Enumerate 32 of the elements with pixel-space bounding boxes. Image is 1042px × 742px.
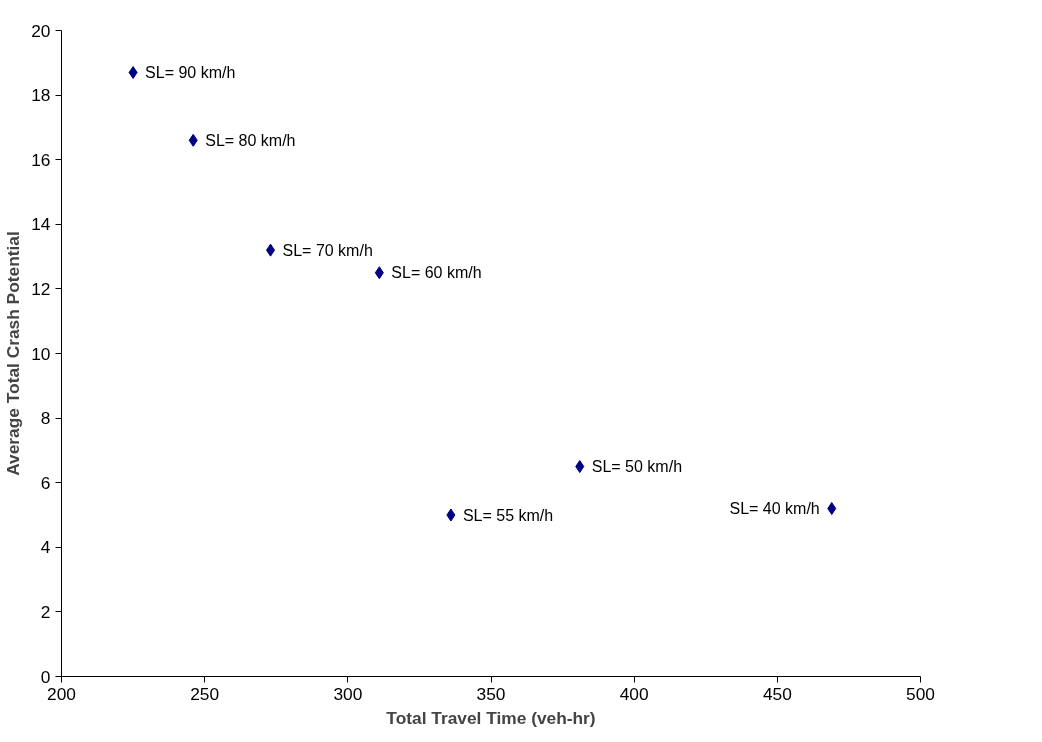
y-tick-label: 12 (31, 278, 51, 299)
point (446, 508, 456, 522)
annotation: SL= 70 km/h (282, 241, 373, 259)
annotation: SL= 80 km/h (205, 131, 296, 149)
y-tick-label: 18 (31, 85, 51, 106)
annotation: SL= 40 km/h (729, 500, 820, 518)
y-tick-label: 16 (31, 149, 51, 170)
point (827, 502, 837, 516)
point (266, 243, 276, 257)
annotation: SL= 50 km/h (591, 458, 683, 476)
y-tick-label: 14 (31, 214, 51, 235)
y-tick-label: 2 (40, 601, 51, 622)
y-tick-label: 20 (31, 20, 51, 41)
annotation: SL= 60 km/h (391, 264, 482, 282)
x-tick-label: 250 (190, 683, 220, 704)
point (188, 133, 198, 147)
x-tick-label: 400 (619, 683, 649, 704)
x-tick-label: 450 (762, 683, 792, 704)
x-tick-label: 500 (906, 683, 935, 704)
x-axis-title: Total Travel Time (veh-hr) (386, 707, 596, 728)
point (575, 460, 585, 474)
y-tick-label: 8 (40, 408, 51, 429)
x-tick-label: 300 (333, 683, 363, 704)
x-tick-label: 350 (476, 683, 506, 704)
annotation: SL= 90 km/h (145, 63, 236, 81)
annotation: SL= 55 km/h (462, 506, 554, 524)
point (374, 266, 384, 280)
point (128, 65, 138, 79)
y-axis-title: Average Total Crash Potential (3, 231, 24, 476)
y-tick-label: 6 (40, 472, 51, 493)
y-tick-label: 4 (40, 537, 51, 558)
y-tick-label: 10 (31, 343, 51, 364)
